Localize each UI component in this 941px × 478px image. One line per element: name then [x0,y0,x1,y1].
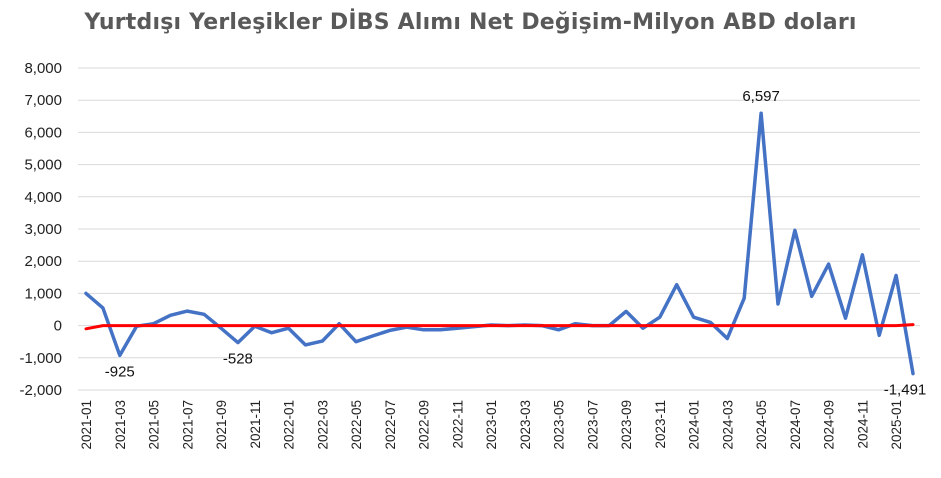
x-tick-label: 2022-09 [417,400,432,450]
data-label: -1,491 [884,382,927,399]
y-tick-label: -1,000 [19,350,62,367]
x-tick-label: 2024-03 [720,400,735,450]
x-axis: 2021-01 2021-03 2021-05 2021-07 2021-09 2021-… [79,400,904,450]
x-tick-label: 2022-01 [282,400,297,450]
y-tick-label: 4,000 [24,189,62,206]
series-group [84,111,915,376]
x-tick-label: 2021-05 [147,400,162,450]
x-tick-label: 2024-09 [822,400,837,450]
data-label: -528 [223,351,253,368]
chart-title: Yurtdışı Yerleşikler DİBS Alımı Net Deği… [84,10,857,35]
y-tick-label: 6,000 [24,124,62,141]
x-tick-label: 2023-01 [484,400,499,450]
data-label: 6,597 [742,88,780,105]
x-tick-label: 2023-09 [619,400,634,450]
gridlines [78,67,920,391]
x-tick-label: 2025-01 [889,400,904,450]
x-tick-label: 2021-11 [248,400,263,449]
x-tick-label: 2022-05 [349,400,364,450]
x-tick-label: 2021-03 [113,400,128,450]
x-tick-label: 2023-05 [552,400,567,450]
y-tick-label: 5,000 [24,157,62,174]
y-tick-label: 8,000 [24,60,62,77]
y-tick-label: 1,000 [24,285,62,302]
x-tick-label: 2022-11 [450,400,465,449]
x-tick-label: 2022-07 [383,400,398,450]
y-tick-label: 3,000 [24,221,62,238]
y-tick-label: 7,000 [24,92,62,109]
data-labels: -925 -528 6,597 -1,491 [105,88,927,398]
series-line-net-change [84,111,915,376]
x-tick-label: 2024-07 [788,400,803,450]
x-tick-label: 2024-01 [687,400,702,450]
series-line-reference [84,323,915,331]
y-axis: 8,000 7,000 6,000 5,000 4,000 3,000 2,000 1,000… [19,60,62,399]
x-tick-label: 2024-05 [754,400,769,450]
x-tick-label: 2023-03 [518,400,533,450]
x-tick-label: 2021-09 [214,400,229,450]
x-tick-label: 2024-11 [855,400,870,449]
y-tick-label: 0 [54,318,62,335]
x-tick-label: 2021-01 [79,400,94,450]
y-tick-label: -2,000 [19,382,62,399]
x-tick-label: 2021-07 [180,400,195,450]
data-label: -925 [105,363,135,380]
x-tick-label: 2022-03 [315,400,330,450]
x-tick-label: 2023-11 [653,400,668,449]
y-tick-label: 2,000 [24,253,62,270]
x-tick-label: 2023-07 [585,400,600,450]
